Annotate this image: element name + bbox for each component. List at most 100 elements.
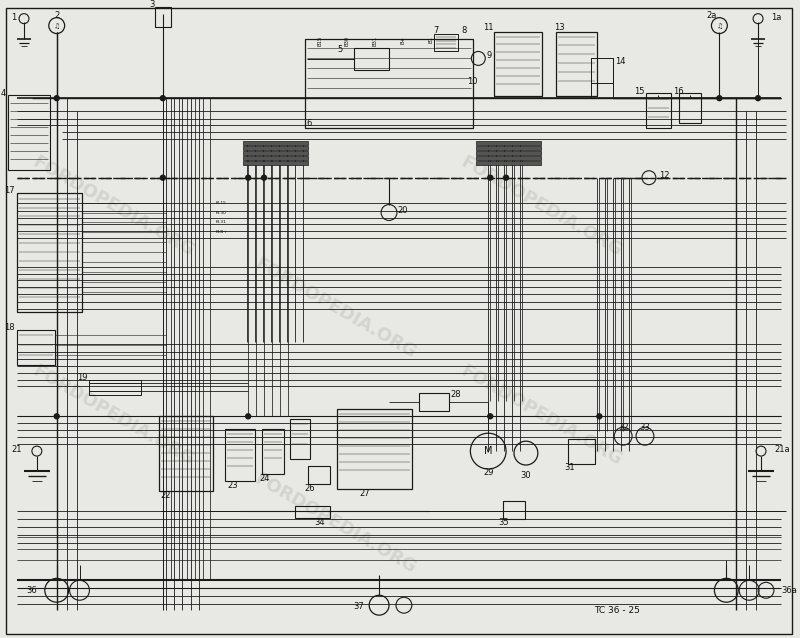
- Bar: [476, 156, 541, 160]
- Text: 10: 10: [467, 77, 478, 85]
- Text: 4: 4: [1, 89, 6, 98]
- Text: 31: 31: [564, 463, 575, 473]
- Text: 35: 35: [498, 518, 509, 527]
- Text: 23: 23: [227, 482, 238, 491]
- Text: 9: 9: [486, 51, 491, 60]
- Text: B31: B31: [373, 36, 378, 46]
- Bar: [646, 93, 670, 128]
- Circle shape: [717, 96, 722, 101]
- Text: 27: 27: [359, 489, 370, 498]
- Circle shape: [160, 175, 166, 180]
- Text: 30: 30: [521, 471, 531, 480]
- Bar: [290, 419, 310, 459]
- Bar: [476, 161, 541, 165]
- Text: Kl.31: Kl.31: [215, 221, 226, 225]
- Text: 18: 18: [5, 323, 15, 332]
- Bar: [243, 151, 308, 155]
- Text: 8: 8: [462, 26, 467, 35]
- Bar: [226, 429, 255, 481]
- Text: 24: 24: [260, 475, 270, 484]
- Text: 17: 17: [5, 186, 15, 195]
- Text: 5: 5: [337, 45, 342, 54]
- Bar: [476, 146, 541, 150]
- Bar: [567, 439, 595, 464]
- Text: 26: 26: [304, 484, 315, 493]
- Text: 3: 3: [150, 0, 155, 9]
- Text: B15: B15: [317, 36, 322, 46]
- Bar: [17, 330, 54, 364]
- Bar: [338, 410, 412, 489]
- Text: B1: B1: [428, 36, 433, 43]
- Text: Kl.15: Kl.15: [215, 200, 226, 205]
- Bar: [503, 501, 525, 519]
- Text: FORDOPEDIA.ORG: FORDOPEDIA.ORG: [458, 153, 626, 260]
- Bar: [418, 394, 449, 412]
- Bar: [476, 141, 541, 145]
- Bar: [591, 59, 614, 84]
- Bar: [434, 34, 458, 52]
- Text: 15: 15: [634, 87, 645, 96]
- Text: FORDOPEDIA.ORG: FORDOPEDIA.ORG: [30, 153, 198, 260]
- Text: B+: B+: [401, 36, 406, 43]
- Text: 21a: 21a: [774, 445, 790, 454]
- Circle shape: [755, 96, 761, 101]
- Text: 13: 13: [554, 23, 565, 32]
- Text: 29: 29: [483, 468, 494, 477]
- Circle shape: [488, 414, 493, 419]
- Text: ♫: ♫: [716, 22, 722, 29]
- Text: 12: 12: [659, 171, 670, 180]
- Bar: [476, 151, 541, 155]
- Text: FORDOPEDIA.ORG: FORDOPEDIA.ORG: [251, 255, 419, 362]
- Bar: [556, 31, 598, 96]
- Bar: [159, 417, 214, 491]
- Text: 36: 36: [26, 586, 37, 595]
- Circle shape: [488, 175, 493, 180]
- Text: 6: 6: [306, 119, 312, 128]
- Text: Kl.B+: Kl.B+: [215, 230, 227, 234]
- Circle shape: [160, 96, 166, 101]
- Circle shape: [54, 96, 59, 101]
- Text: 14: 14: [615, 57, 626, 66]
- Bar: [243, 161, 308, 165]
- Text: 7: 7: [434, 26, 439, 35]
- Text: 33: 33: [639, 423, 650, 432]
- Bar: [155, 7, 170, 27]
- Bar: [243, 146, 308, 150]
- Text: 1a: 1a: [771, 13, 782, 22]
- Text: 19: 19: [77, 373, 87, 382]
- Bar: [262, 429, 284, 474]
- Text: FORDOPEDIA.ORG: FORDOPEDIA.ORG: [30, 362, 198, 470]
- Bar: [678, 93, 701, 123]
- Bar: [494, 31, 542, 96]
- Text: 11: 11: [482, 23, 493, 32]
- Bar: [17, 193, 82, 312]
- Circle shape: [54, 414, 59, 419]
- Bar: [308, 466, 330, 484]
- Text: TC 36 - 25: TC 36 - 25: [594, 605, 640, 614]
- Text: 20: 20: [397, 206, 407, 215]
- Text: 22: 22: [161, 491, 171, 500]
- Text: 28: 28: [450, 390, 461, 399]
- Circle shape: [504, 175, 509, 180]
- Text: FORDOPEDIA.ORG: FORDOPEDIA.ORG: [251, 470, 419, 577]
- Text: 16: 16: [674, 87, 684, 96]
- Text: 32: 32: [618, 423, 629, 432]
- Text: ♫: ♫: [54, 22, 60, 29]
- Text: 21: 21: [11, 445, 22, 454]
- Circle shape: [262, 175, 266, 180]
- Text: 2: 2: [54, 11, 59, 20]
- Text: Kl.30: Kl.30: [215, 211, 226, 214]
- Text: 37: 37: [354, 602, 364, 611]
- Circle shape: [246, 175, 250, 180]
- Bar: [243, 156, 308, 160]
- Text: B30: B30: [345, 36, 350, 46]
- Text: 34: 34: [314, 518, 325, 527]
- Circle shape: [246, 414, 250, 419]
- Text: 36a: 36a: [781, 586, 797, 595]
- Text: 2a: 2a: [706, 11, 717, 20]
- Bar: [243, 141, 308, 145]
- Bar: [90, 380, 141, 396]
- Text: 1: 1: [10, 13, 16, 22]
- Text: M: M: [484, 446, 493, 456]
- Bar: [294, 506, 330, 517]
